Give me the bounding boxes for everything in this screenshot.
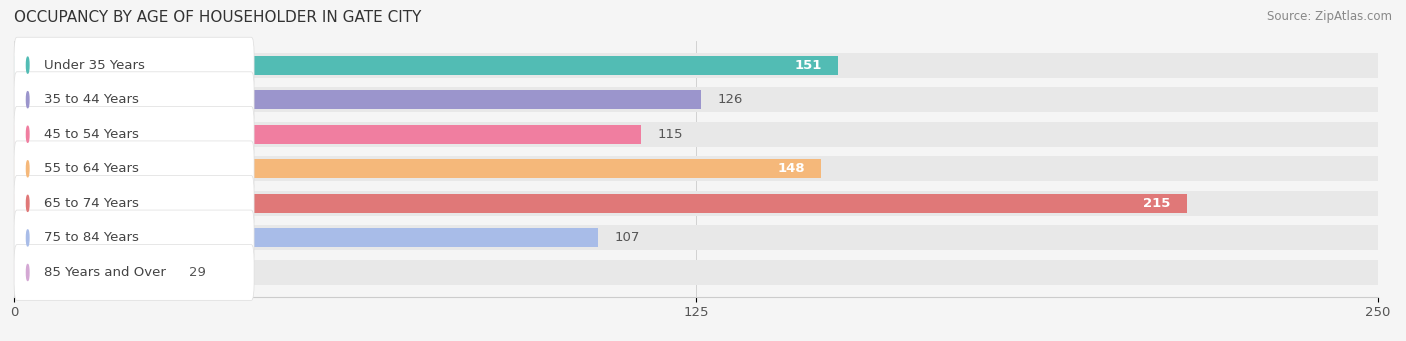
Circle shape — [27, 230, 30, 246]
Circle shape — [27, 161, 30, 177]
FancyBboxPatch shape — [14, 72, 254, 128]
Bar — [14, 90, 702, 109]
FancyBboxPatch shape — [14, 141, 254, 197]
Text: OCCUPANCY BY AGE OF HOUSEHOLDER IN GATE CITY: OCCUPANCY BY AGE OF HOUSEHOLDER IN GATE … — [14, 10, 422, 25]
Bar — [14, 228, 598, 248]
Text: 115: 115 — [658, 128, 683, 141]
Text: 107: 107 — [614, 232, 640, 244]
Circle shape — [27, 195, 30, 211]
Circle shape — [27, 92, 30, 108]
Text: 215: 215 — [1143, 197, 1171, 210]
Bar — [14, 87, 1378, 112]
Bar — [14, 53, 1378, 77]
Text: 151: 151 — [794, 59, 821, 72]
Bar — [14, 191, 1378, 216]
Circle shape — [27, 57, 30, 73]
Bar — [14, 194, 1187, 213]
Bar — [14, 159, 821, 178]
FancyBboxPatch shape — [14, 244, 254, 300]
Text: 55 to 64 Years: 55 to 64 Years — [44, 162, 139, 175]
FancyBboxPatch shape — [14, 176, 254, 231]
Text: Under 35 Years: Under 35 Years — [44, 59, 145, 72]
Bar — [14, 225, 1378, 250]
Text: 75 to 84 Years: 75 to 84 Years — [44, 232, 139, 244]
Bar — [14, 56, 838, 75]
Bar — [14, 122, 1378, 147]
Text: 35 to 44 Years: 35 to 44 Years — [44, 93, 139, 106]
Bar — [14, 260, 1378, 285]
Text: 65 to 74 Years: 65 to 74 Years — [44, 197, 139, 210]
Text: 45 to 54 Years: 45 to 54 Years — [44, 128, 139, 141]
Bar — [14, 125, 641, 144]
Circle shape — [27, 126, 30, 142]
Text: 85 Years and Over: 85 Years and Over — [44, 266, 166, 279]
FancyBboxPatch shape — [14, 106, 254, 162]
Bar — [14, 263, 173, 282]
Text: 126: 126 — [718, 93, 744, 106]
Text: Source: ZipAtlas.com: Source: ZipAtlas.com — [1267, 10, 1392, 23]
Text: 29: 29 — [188, 266, 205, 279]
Circle shape — [27, 264, 30, 281]
FancyBboxPatch shape — [14, 210, 254, 266]
Bar — [14, 157, 1378, 181]
FancyBboxPatch shape — [14, 37, 254, 93]
Text: 148: 148 — [778, 162, 806, 175]
